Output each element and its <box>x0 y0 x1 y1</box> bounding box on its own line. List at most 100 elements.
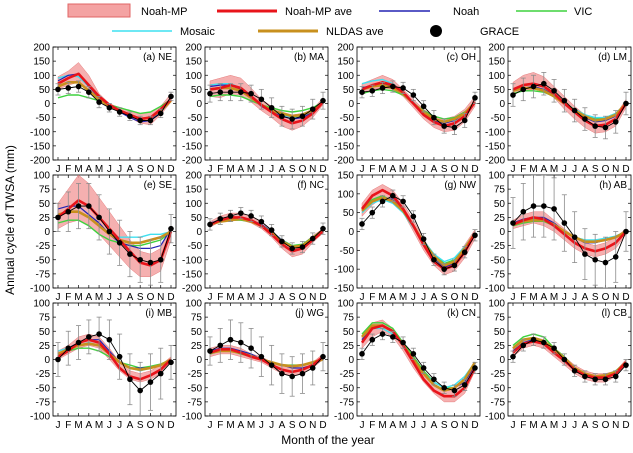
panel-plot <box>207 75 326 131</box>
x-tick-label: J <box>259 164 264 175</box>
grace-point <box>55 214 61 221</box>
y-tick-label: -25 <box>491 241 506 252</box>
y-tick-label: 0 <box>348 355 354 366</box>
grace-point <box>623 100 629 107</box>
noahmp-ave-line <box>209 347 324 374</box>
legend-vic-label: VIC <box>574 6 592 18</box>
grace-point <box>530 336 537 343</box>
grace-point <box>137 256 143 263</box>
grace-point <box>279 238 285 245</box>
x-tick-label: F <box>65 292 71 303</box>
x-tick-label: M <box>95 420 103 431</box>
legend: Noah-MP Noah-MP ave Noah VIC Mosaic NLDA… <box>67 3 592 38</box>
grace-point <box>369 336 376 343</box>
panel-label: (j) WG <box>295 308 324 319</box>
grace-point <box>55 356 61 363</box>
grace-point <box>551 345 557 352</box>
legend-mosaic-label: Mosaic <box>180 26 215 38</box>
grace-point <box>116 240 123 246</box>
x-tick-label: M <box>550 420 558 431</box>
y-tick-label: 50 <box>343 327 355 338</box>
y-tick-label: -100 <box>30 284 50 295</box>
x-tick-label: J <box>117 292 122 303</box>
panel-frame <box>507 302 632 417</box>
grace-point <box>410 351 417 357</box>
y-tick-label: 100 <box>33 299 50 310</box>
grace-point <box>65 345 72 352</box>
grace-point <box>258 218 265 225</box>
y-tick-label: -50 <box>340 246 355 257</box>
x-tick-label: D <box>319 292 326 303</box>
grace-point <box>602 259 609 266</box>
grace-point <box>520 208 527 215</box>
x-tick-label: D <box>319 164 326 175</box>
x-tick-label: O <box>299 292 307 303</box>
y-tick-label: -50 <box>491 113 506 124</box>
legend-grace-label: GRACE <box>480 26 519 38</box>
grace-point <box>461 382 468 388</box>
x-tick-label: F <box>217 420 223 431</box>
y-tick-label: -200 <box>30 156 50 167</box>
grace-point <box>106 336 113 343</box>
y-tick-label: 100 <box>337 71 354 82</box>
y-tick-label: -25 <box>491 369 506 380</box>
grace-point <box>410 92 417 98</box>
x-tick-label: O <box>451 420 459 431</box>
x-tick-label: A <box>540 292 547 303</box>
grace-point <box>441 123 447 129</box>
y-tick-label: 25 <box>39 213 51 224</box>
grace-point <box>137 117 143 124</box>
x-tick-label: J <box>411 292 416 303</box>
x-tick-label: A <box>237 164 244 175</box>
x-tick-label: S <box>441 164 448 175</box>
y-tick-label: -200 <box>182 284 202 295</box>
grace-point <box>571 234 578 240</box>
grace-point <box>510 220 516 226</box>
x-tick-label: J <box>360 292 365 303</box>
x-tick-label: N <box>612 420 619 431</box>
x-tick-label: A <box>540 164 547 175</box>
x-tick-label: D <box>471 420 478 431</box>
grace-point <box>451 387 458 394</box>
x-tick-label: J <box>562 164 567 175</box>
grace-point <box>86 89 92 95</box>
grace-point <box>137 387 143 394</box>
grace-point <box>227 213 234 219</box>
x-tick-label: M <box>74 420 82 431</box>
x-tick-label: F <box>520 420 526 431</box>
grace-point <box>359 89 365 95</box>
y-tick-label: 0 <box>348 99 354 110</box>
x-tick-label: A <box>237 292 244 303</box>
panel-frame <box>507 174 632 289</box>
grace-point <box>551 87 557 94</box>
grace-point <box>623 362 629 368</box>
grace-point <box>612 119 619 125</box>
grace-point <box>116 353 123 360</box>
grace-point <box>268 362 275 368</box>
grace-point <box>400 85 406 91</box>
y-tick-label: -100 <box>182 255 202 266</box>
grace-point <box>472 95 478 101</box>
x-tick-label: M <box>226 164 234 175</box>
x-tick-label: D <box>167 164 174 175</box>
grace-point <box>86 203 92 209</box>
x-tick-label: O <box>602 420 610 431</box>
x-tick-label: S <box>441 292 448 303</box>
y-tick-label: -50 <box>188 113 203 124</box>
y-tick-label: 0 <box>348 227 354 238</box>
grace-point <box>75 339 82 346</box>
grace-point <box>299 370 306 377</box>
x-tick-label: M <box>378 420 386 431</box>
grace-point <box>217 342 224 349</box>
x-tick-label: M <box>399 164 407 175</box>
grace-point <box>592 256 598 263</box>
x-tick-label: O <box>299 420 307 431</box>
noahmp-ave-line <box>512 216 627 253</box>
x-tick-label: F <box>217 292 223 303</box>
grace-point <box>268 104 275 111</box>
x-tick-label: S <box>592 164 599 175</box>
x-tick-label: D <box>622 292 629 303</box>
